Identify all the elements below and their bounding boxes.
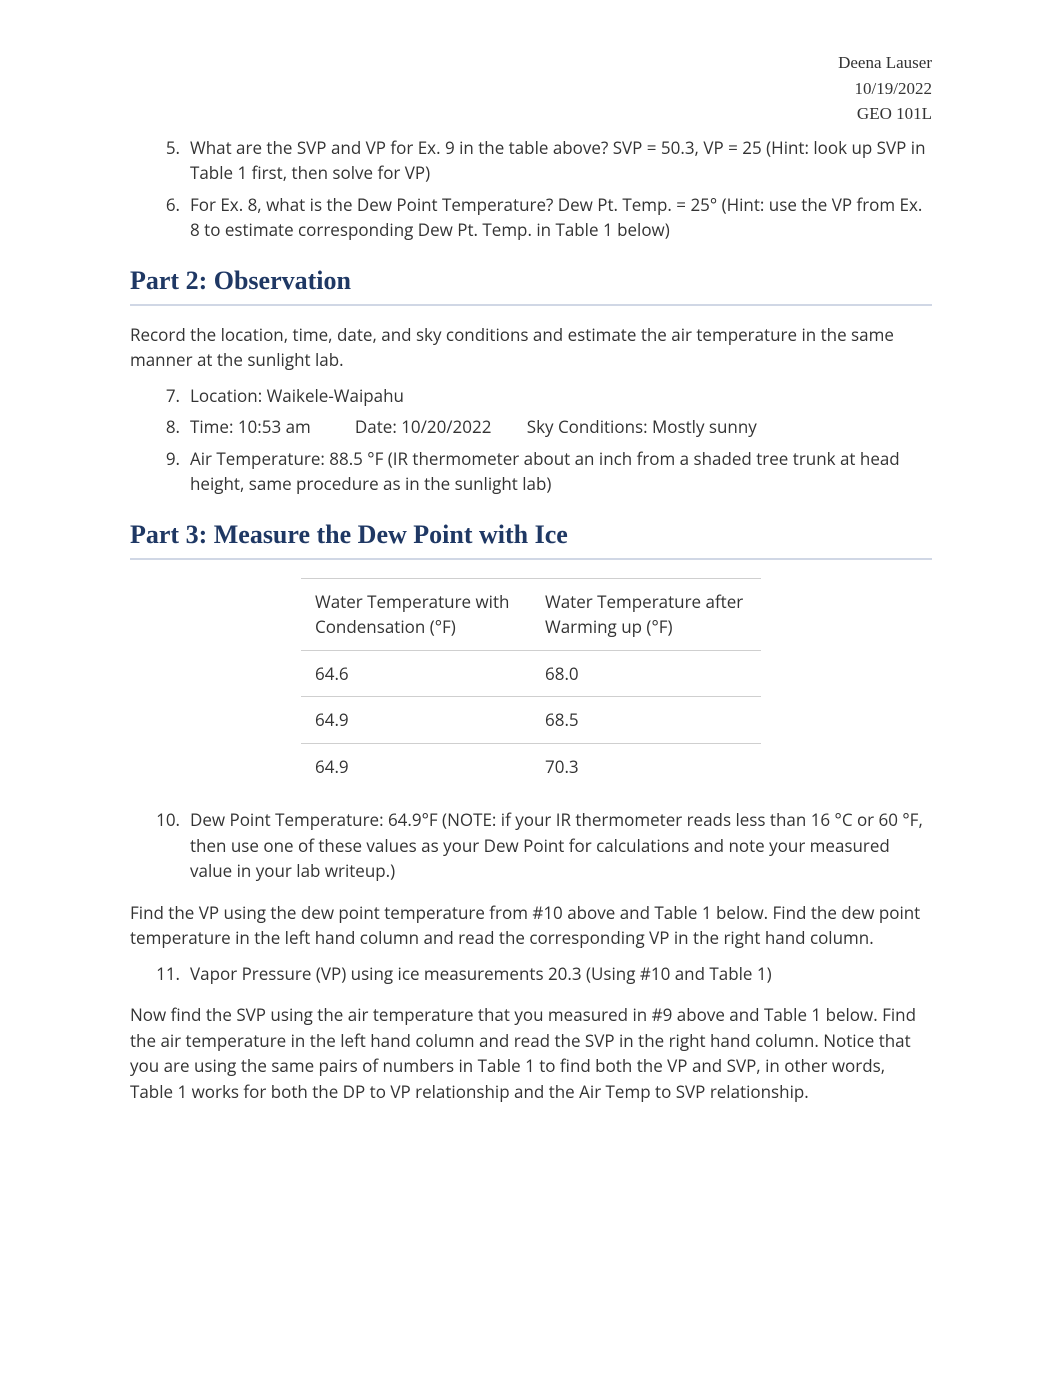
part3-para-svp: Now find the SVP using the air temperatu… xyxy=(130,1002,932,1104)
col-header-condensation: Water Temperature with Condensation (°F) xyxy=(301,578,531,650)
student-name: Deena Lauser xyxy=(130,50,932,76)
q10-dew-point: 10. Dew Point Temperature: 64.9°F (NOTE:… xyxy=(168,807,932,884)
question-text: Air Temperature: 88.5 °F (IR thermometer… xyxy=(190,447,900,496)
header-date: 10/19/2022 xyxy=(130,76,932,102)
question-text: What are the SVP and VP for Ex. 9 in the… xyxy=(190,136,926,185)
dew-point-table-wrap: Water Temperature with Condensation (°F)… xyxy=(130,578,932,790)
question-5: 5. What are the SVP and VP for Ex. 9 in … xyxy=(168,135,932,186)
course-code: GEO 101L xyxy=(130,101,932,127)
q9-air-temperature: 9. Air Temperature: 88.5 °F (IR thermome… xyxy=(168,446,932,497)
question-number: 5. xyxy=(150,135,180,161)
question-number: 7. xyxy=(150,383,180,409)
q7-location: 7. Location: Waikele-Waipahu xyxy=(168,383,932,409)
table-header-row: Water Temperature with Condensation (°F)… xyxy=(301,578,761,650)
questions-block-a: 5. What are the SVP and VP for Ex. 9 in … xyxy=(130,135,932,243)
question-text: Dew Point Temperature: 64.9°F (NOTE: if … xyxy=(190,808,923,882)
question-number: 8. xyxy=(150,414,180,440)
question-text: Time: 10:53 am Date: 10/20/2022 Sky Cond… xyxy=(190,415,757,438)
question-number: 9. xyxy=(150,446,180,472)
q11-vapor-pressure: 11. Vapor Pressure (VP) using ice measur… xyxy=(168,961,932,987)
cell-warming: 70.3 xyxy=(531,743,761,789)
question-number: 6. xyxy=(150,192,180,218)
cell-condensation: 64.9 xyxy=(301,743,531,789)
cell-condensation: 64.6 xyxy=(301,650,531,697)
question-text: Location: Waikele-Waipahu xyxy=(190,384,404,407)
part2-heading: Part 2: Observation xyxy=(130,261,932,306)
table-row: 64.9 68.5 xyxy=(301,697,761,744)
cell-warming: 68.5 xyxy=(531,697,761,744)
question-number: 10. xyxy=(150,807,180,833)
part3-q11-block: 11. Vapor Pressure (VP) using ice measur… xyxy=(130,961,932,987)
question-number: 11. xyxy=(150,961,180,987)
part2-items: 7. Location: Waikele-Waipahu 8. Time: 10… xyxy=(130,383,932,497)
question-6: 6. For Ex. 8, what is the Dew Point Temp… xyxy=(168,192,932,243)
page-header: Deena Lauser 10/19/2022 GEO 101L xyxy=(130,50,932,127)
dew-point-table: Water Temperature with Condensation (°F)… xyxy=(301,578,761,790)
question-text: For Ex. 8, what is the Dew Point Tempera… xyxy=(190,193,922,242)
part3-q10-block: 10. Dew Point Temperature: 64.9°F (NOTE:… xyxy=(130,807,932,884)
part3-heading: Part 3: Measure the Dew Point with Ice xyxy=(130,515,932,560)
cell-warming: 68.0 xyxy=(531,650,761,697)
part2-intro: Record the location, time, date, and sky… xyxy=(130,322,932,373)
q8-time-date-sky: 8. Time: 10:53 am Date: 10/20/2022 Sky C… xyxy=(168,414,932,440)
col-header-warming: Water Temperature after Warming up (°F) xyxy=(531,578,761,650)
table-row: 64.6 68.0 xyxy=(301,650,761,697)
table-row: 64.9 70.3 xyxy=(301,743,761,789)
question-text: Vapor Pressure (VP) using ice measuremen… xyxy=(190,962,772,985)
cell-condensation: 64.9 xyxy=(301,697,531,744)
part3-para-vp: Find the VP using the dew point temperat… xyxy=(130,900,932,951)
